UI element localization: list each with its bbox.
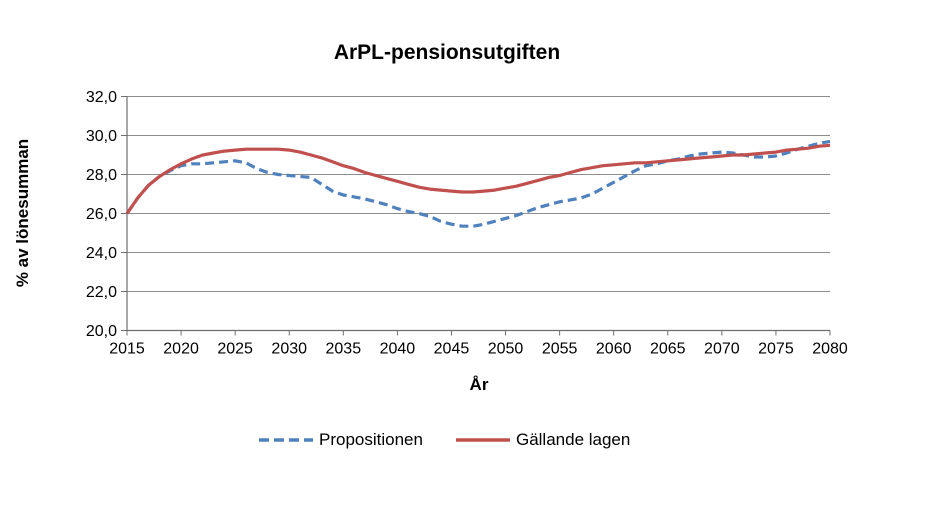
legend-item-propositionen: Propositionen (258, 430, 423, 450)
y-tick-label: 26,0 (86, 206, 117, 223)
x-tick-label: 2075 (758, 341, 794, 358)
x-tick-label: 2035 (326, 341, 362, 358)
legend-item-gallande-lagen: Gällande lagen (455, 430, 630, 450)
solid-line-swatch-icon (455, 438, 510, 442)
x-tick-label: 2060 (596, 341, 632, 358)
plot-area: 20,0 22,0 24,0 26,0 28,0 30,0 32,0 2015 2020 2025… (86, 89, 848, 358)
x-tick-label: 2080 (812, 341, 848, 358)
x-tick-label: 2050 (488, 341, 524, 358)
x-tick-label: 2045 (434, 341, 470, 358)
legend: Propositionen Gällande lagen (258, 430, 630, 450)
legend-label-gallande-lagen: Gällande lagen (515, 430, 631, 449)
x-axis-title: År (469, 375, 489, 394)
y-tick-label: 22,0 (86, 284, 117, 301)
series-line-gallande-lagen (125, 143, 831, 215)
x-tick-label: 2040 (380, 341, 416, 358)
dashed-line-swatch-icon (259, 438, 313, 442)
y-tick-label: 30,0 (86, 128, 117, 145)
x-tick-label: 2030 (271, 341, 307, 358)
y-tick-label: 32,0 (86, 89, 117, 106)
x-tick-label: 2015 (109, 341, 145, 358)
chart-title: ArPL-pensionsutgiften (333, 41, 561, 64)
x-tick-label: 2020 (163, 341, 199, 358)
series-line-propositionen (125, 139, 831, 228)
y-tick-label: 28,0 (86, 167, 117, 184)
x-tick-label: 2070 (704, 341, 740, 358)
legend-label-propositionen: Propositionen (319, 430, 423, 449)
x-tick-label: 2025 (217, 341, 253, 358)
y-tick-label: 24,0 (86, 245, 117, 262)
y-tick-label: 20,0 (86, 323, 117, 340)
x-tick-label: 2055 (542, 341, 578, 358)
x-tick-label: 2065 (650, 341, 686, 358)
